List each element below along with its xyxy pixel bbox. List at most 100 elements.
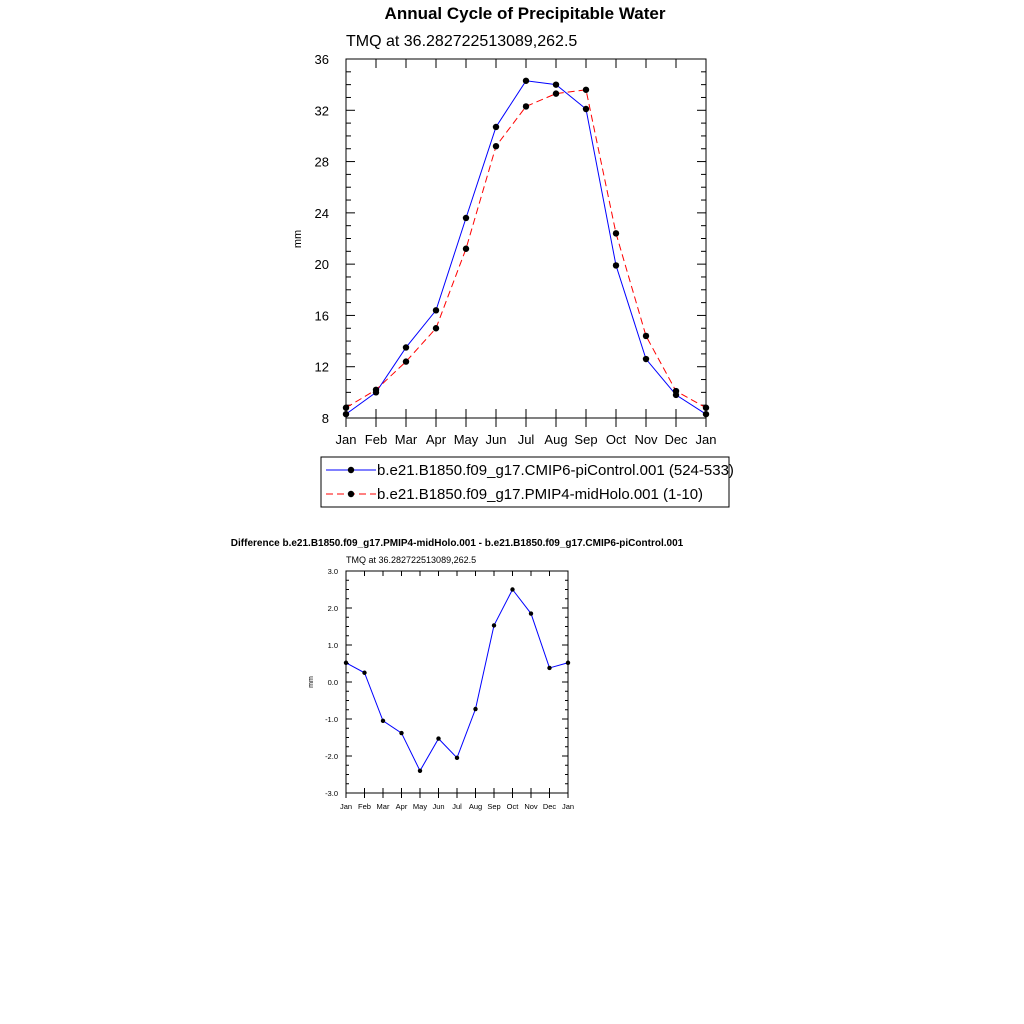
main-y-tick-label: 12 <box>315 360 329 375</box>
main-series-1-point <box>552 90 560 97</box>
difference-series-0-point <box>343 660 349 665</box>
main-series-1-point <box>672 387 680 395</box>
difference-chart-series <box>343 587 571 773</box>
difference-y-tick-label: 0.0 <box>328 678 338 687</box>
difference-x-tick-label: Mar <box>377 802 390 811</box>
difference-x-tick-label: Jan <box>340 802 352 811</box>
difference-series-0-point <box>528 611 534 616</box>
main-x-tick-label: Jan <box>696 432 717 447</box>
difference-series-0-point <box>417 768 423 773</box>
legend-label-midholo: b.e21.B1850.f09_g17.PMIP4-midHolo.001 (1… <box>377 486 703 503</box>
difference-series-0-point <box>547 665 552 671</box>
difference-series-0-point <box>399 730 404 736</box>
main-series-1-point <box>642 332 650 340</box>
difference-x-tick-label: Feb <box>358 802 371 811</box>
main-series-0-point <box>402 344 410 351</box>
main-chart-ticks: 8 12 16 20 24 28 32 36 Jan Feb Mar Apr May Jun Jul Aug S… <box>315 52 717 447</box>
main-series-0-point <box>642 355 650 363</box>
difference-chart-title: Difference b.e21.B1850.f09_g17.PMIP4-mid… <box>231 538 684 549</box>
legend-marker-picontrol <box>347 466 355 474</box>
main-x-tick-label: Feb <box>365 432 387 447</box>
difference-y-tick-label: 1.0 <box>328 641 338 650</box>
main-x-tick-label: May <box>454 432 479 447</box>
difference-x-tick-label: Dec <box>543 802 557 811</box>
difference-x-tick-label: Oct <box>507 802 520 811</box>
difference-chart-subtitle: TMQ at 36.282722513089,262.5 <box>346 555 476 565</box>
main-series-0-point <box>702 410 710 418</box>
difference-y-tick-label: 2.0 <box>328 604 338 613</box>
difference-series-0-point <box>473 706 478 712</box>
main-x-tick-label: Dec <box>664 432 688 447</box>
difference-series-0-point <box>436 736 441 741</box>
main-series-1-point <box>582 86 590 93</box>
difference-chart-ticks: -3.0 -2.0 -1.0 0.0 1.0 2.0 3.0 Jan Feb Mar Apr May J… <box>325 567 574 811</box>
difference-x-tick-label: Sep <box>487 802 500 811</box>
main-series-1-point <box>702 404 710 411</box>
difference-series-0-point <box>362 670 367 675</box>
main-series-1-point <box>432 325 440 332</box>
main-x-tick-label: Oct <box>606 432 627 447</box>
difference-x-tick-label: Jan <box>562 802 574 811</box>
main-chart-y-axis-label: mm <box>292 230 304 248</box>
difference-y-tick-label: -2.0 <box>325 752 338 761</box>
difference-y-tick-label: -3.0 <box>325 789 338 798</box>
difference-y-tick-label: -1.0 <box>325 715 338 724</box>
difference-x-tick-label: Jul <box>452 802 462 811</box>
main-series-0-point <box>612 262 620 269</box>
main-series-line-0 <box>345 80 707 415</box>
difference-x-tick-label: Aug <box>469 802 482 811</box>
main-chart-subtitle: TMQ at 36.282722513089,262.5 <box>346 33 577 50</box>
difference-chart: Difference b.e21.B1850.f09_g17.PMIP4-mid… <box>231 538 684 811</box>
main-series-1-point <box>492 142 500 150</box>
legend: b.e21.B1850.f09_g17.CMIP6-piControl.001 … <box>320 456 734 508</box>
main-chart: Annual Cycle of Precipitable Water TMQ a… <box>292 4 734 508</box>
difference-series-0-point <box>491 623 497 628</box>
difference-y-tick-label: 3.0 <box>328 567 338 576</box>
difference-x-tick-label: May <box>413 802 427 811</box>
main-x-tick-label: Mar <box>395 432 418 447</box>
main-series-1-point <box>342 404 350 411</box>
main-y-tick-label: 16 <box>315 308 329 323</box>
main-chart-title: Annual Cycle of Precipitable Water <box>385 4 666 23</box>
difference-chart-y-axis-label: mm <box>308 676 315 688</box>
difference-x-tick-label: Nov <box>524 802 538 811</box>
main-series-1-point <box>522 103 530 110</box>
main-series-0-point <box>432 307 440 314</box>
main-x-tick-label: Jan <box>336 432 357 447</box>
difference-x-tick-label: Jun <box>432 802 444 811</box>
main-series-0-point <box>492 123 500 131</box>
main-x-tick-label: Nov <box>634 432 658 447</box>
difference-series-line-0 <box>345 588 569 772</box>
main-y-tick-label: 32 <box>315 103 329 118</box>
main-x-tick-label: Jul <box>518 432 535 447</box>
main-x-tick-label: Jun <box>486 432 507 447</box>
main-series-1-point <box>462 245 470 252</box>
difference-series-0-point <box>454 755 460 761</box>
main-y-tick-label: 28 <box>315 155 329 170</box>
main-series-0-point <box>462 214 470 222</box>
main-y-tick-label: 20 <box>315 257 329 272</box>
legend-box <box>320 456 730 508</box>
main-y-tick-label: 36 <box>315 52 329 67</box>
difference-x-tick-label: Apr <box>396 802 408 811</box>
legend-marker-midholo <box>347 490 355 498</box>
legend-label-picontrol: b.e21.B1850.f09_g17.CMIP6-piControl.001 … <box>377 462 734 479</box>
main-y-tick-label: 8 <box>322 411 329 426</box>
difference-series-0-point <box>380 718 386 724</box>
difference-series-0-point <box>565 660 571 665</box>
main-x-tick-label: Sep <box>574 432 597 447</box>
main-x-tick-label: Aug <box>544 432 567 447</box>
main-series-1-point <box>612 230 620 237</box>
main-series-line-1 <box>345 89 707 409</box>
main-chart-series <box>342 77 710 418</box>
main-series-0-point <box>522 77 530 84</box>
main-x-tick-label: Apr <box>426 432 447 447</box>
main-series-1-point <box>402 358 410 365</box>
main-series-1-point <box>372 386 380 393</box>
main-y-tick-label: 24 <box>315 206 329 221</box>
main-series-0-point <box>552 81 560 88</box>
main-series-0-point <box>342 410 350 418</box>
main-chart-plot-frame <box>345 58 707 419</box>
difference-series-0-point <box>510 587 515 592</box>
